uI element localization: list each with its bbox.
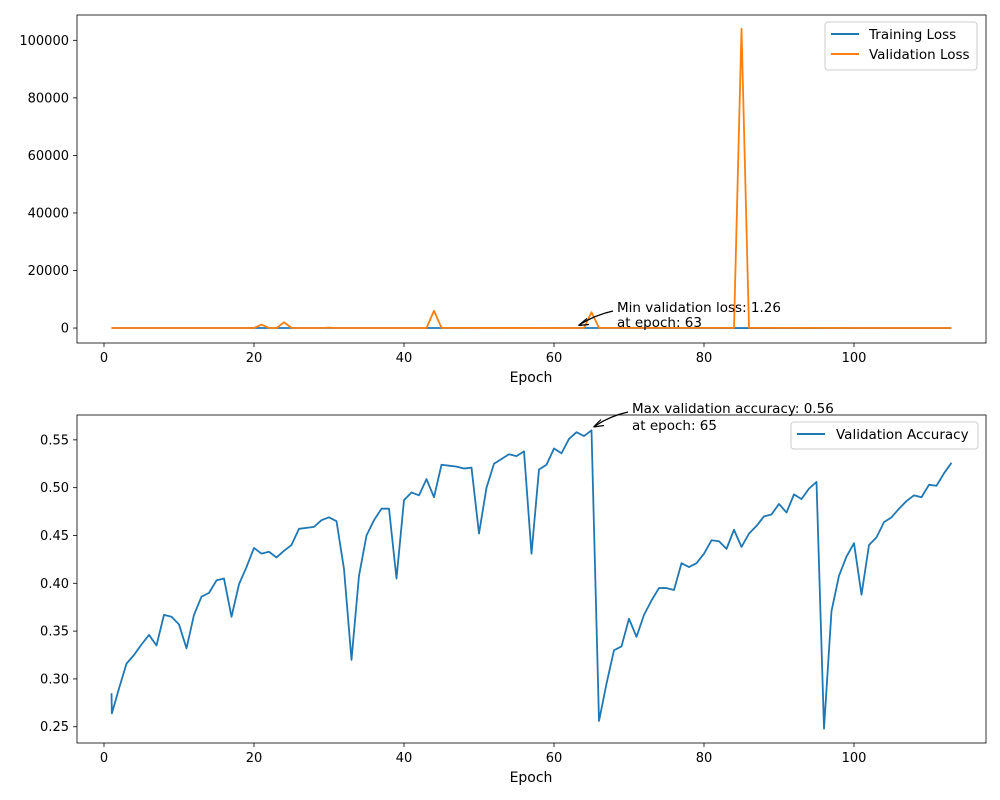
accuracy-x-tick-label: 0 (100, 751, 108, 766)
loss-y-axis-ticks: 0 20000 40000 60000 80000 100000 (19, 34, 77, 337)
loss-plot-frame (76, 14, 987, 344)
accuracy-legend-label: Validation Accuracy (836, 427, 969, 443)
loss-y-tick-label: 20000 (28, 264, 69, 279)
loss-x-axis-label: Epoch (510, 370, 553, 386)
loss-legend-label-validation: Validation Loss (869, 47, 970, 63)
accuracy-x-axis-ticks: 0 20 40 60 80 100 (100, 743, 867, 766)
loss-annotation: Min validation loss: 1.26 at epoch: 63 (578, 300, 781, 331)
loss-chart: 0 20 40 60 80 100 0 20000 40000 60000 80000 100000… (19, 14, 987, 386)
accuracy-annotation-line1: Max validation accuracy: 0.56 (632, 401, 834, 417)
accuracy-y-tick-label: 0.35 (40, 625, 69, 640)
accuracy-y-tick-label: 0.45 (40, 529, 69, 544)
loss-legend-label-training: Training Loss (868, 27, 956, 43)
accuracy-x-axis-label: Epoch (510, 770, 553, 786)
loss-annotation-line1: Min validation loss: 1.26 (617, 300, 781, 316)
accuracy-y-tick-label: 0.50 (40, 481, 69, 496)
accuracy-x-tick-label: 20 (246, 751, 263, 766)
accuracy-x-tick-label: 60 (546, 751, 563, 766)
accuracy-plot-area (77, 415, 986, 743)
accuracy-series-group (110, 429, 953, 730)
accuracy-legend: Validation Accuracy (790, 421, 979, 450)
loss-x-tick-label: 20 (246, 351, 263, 366)
loss-x-tick-label: 60 (546, 351, 563, 366)
accuracy-y-tick-label: 0.40 (40, 577, 69, 592)
accuracy-annotation-arrow (594, 411, 629, 427)
loss-series-group (111, 27, 952, 329)
loss-x-tick-label: 40 (396, 351, 413, 366)
loss-x-tick-label: 0 (100, 351, 108, 366)
loss-annotation-arrowhead (578, 318, 590, 327)
loss-x-axis-ticks: 0 20 40 60 80 100 (100, 343, 867, 366)
loss-annotation-line2: at epoch: 63 (617, 315, 702, 331)
accuracy-y-axis-ticks: 0.25 0.30 0.35 0.40 0.45 0.50 0.55 (40, 433, 77, 735)
accuracy-x-tick-label: 100 (842, 751, 867, 766)
accuracy-annotation: Max validation accuracy: 0.56 at epoch: … (593, 401, 834, 434)
loss-y-tick-label: 100000 (19, 34, 69, 49)
loss-y-tick-label: 80000 (28, 91, 69, 106)
accuracy-annotation-arrowhead (593, 419, 605, 428)
accuracy-plot-frame (76, 414, 987, 744)
loss-legend: Training Loss Validation Loss (824, 21, 978, 71)
loss-y-tick-label: 40000 (28, 206, 69, 221)
accuracy-legend-box (790, 421, 979, 450)
accuracy-series-line-validation-accuracy (110, 429, 953, 730)
accuracy-annotation-line2: at epoch: 65 (632, 418, 717, 434)
loss-x-tick-label: 80 (696, 351, 713, 366)
loss-y-tick-label: 0 (61, 322, 69, 337)
accuracy-x-tick-label: 80 (696, 751, 713, 766)
loss-series-line-validation-loss (111, 27, 952, 329)
loss-y-tick-label: 60000 (28, 149, 69, 164)
accuracy-x-tick-label: 40 (396, 751, 413, 766)
loss-annotation-arrow (579, 310, 614, 326)
accuracy-y-tick-label: 0.25 (40, 720, 69, 735)
accuracy-y-tick-label: 0.55 (40, 433, 69, 448)
loss-x-tick-label: 100 (842, 351, 867, 366)
loss-legend-box (824, 21, 978, 71)
accuracy-y-tick-label: 0.30 (40, 672, 69, 687)
accuracy-chart: 0 20 40 60 80 100 0.25 0.30 0.35 0.40 0.45 0.50 0.5… (40, 401, 987, 786)
